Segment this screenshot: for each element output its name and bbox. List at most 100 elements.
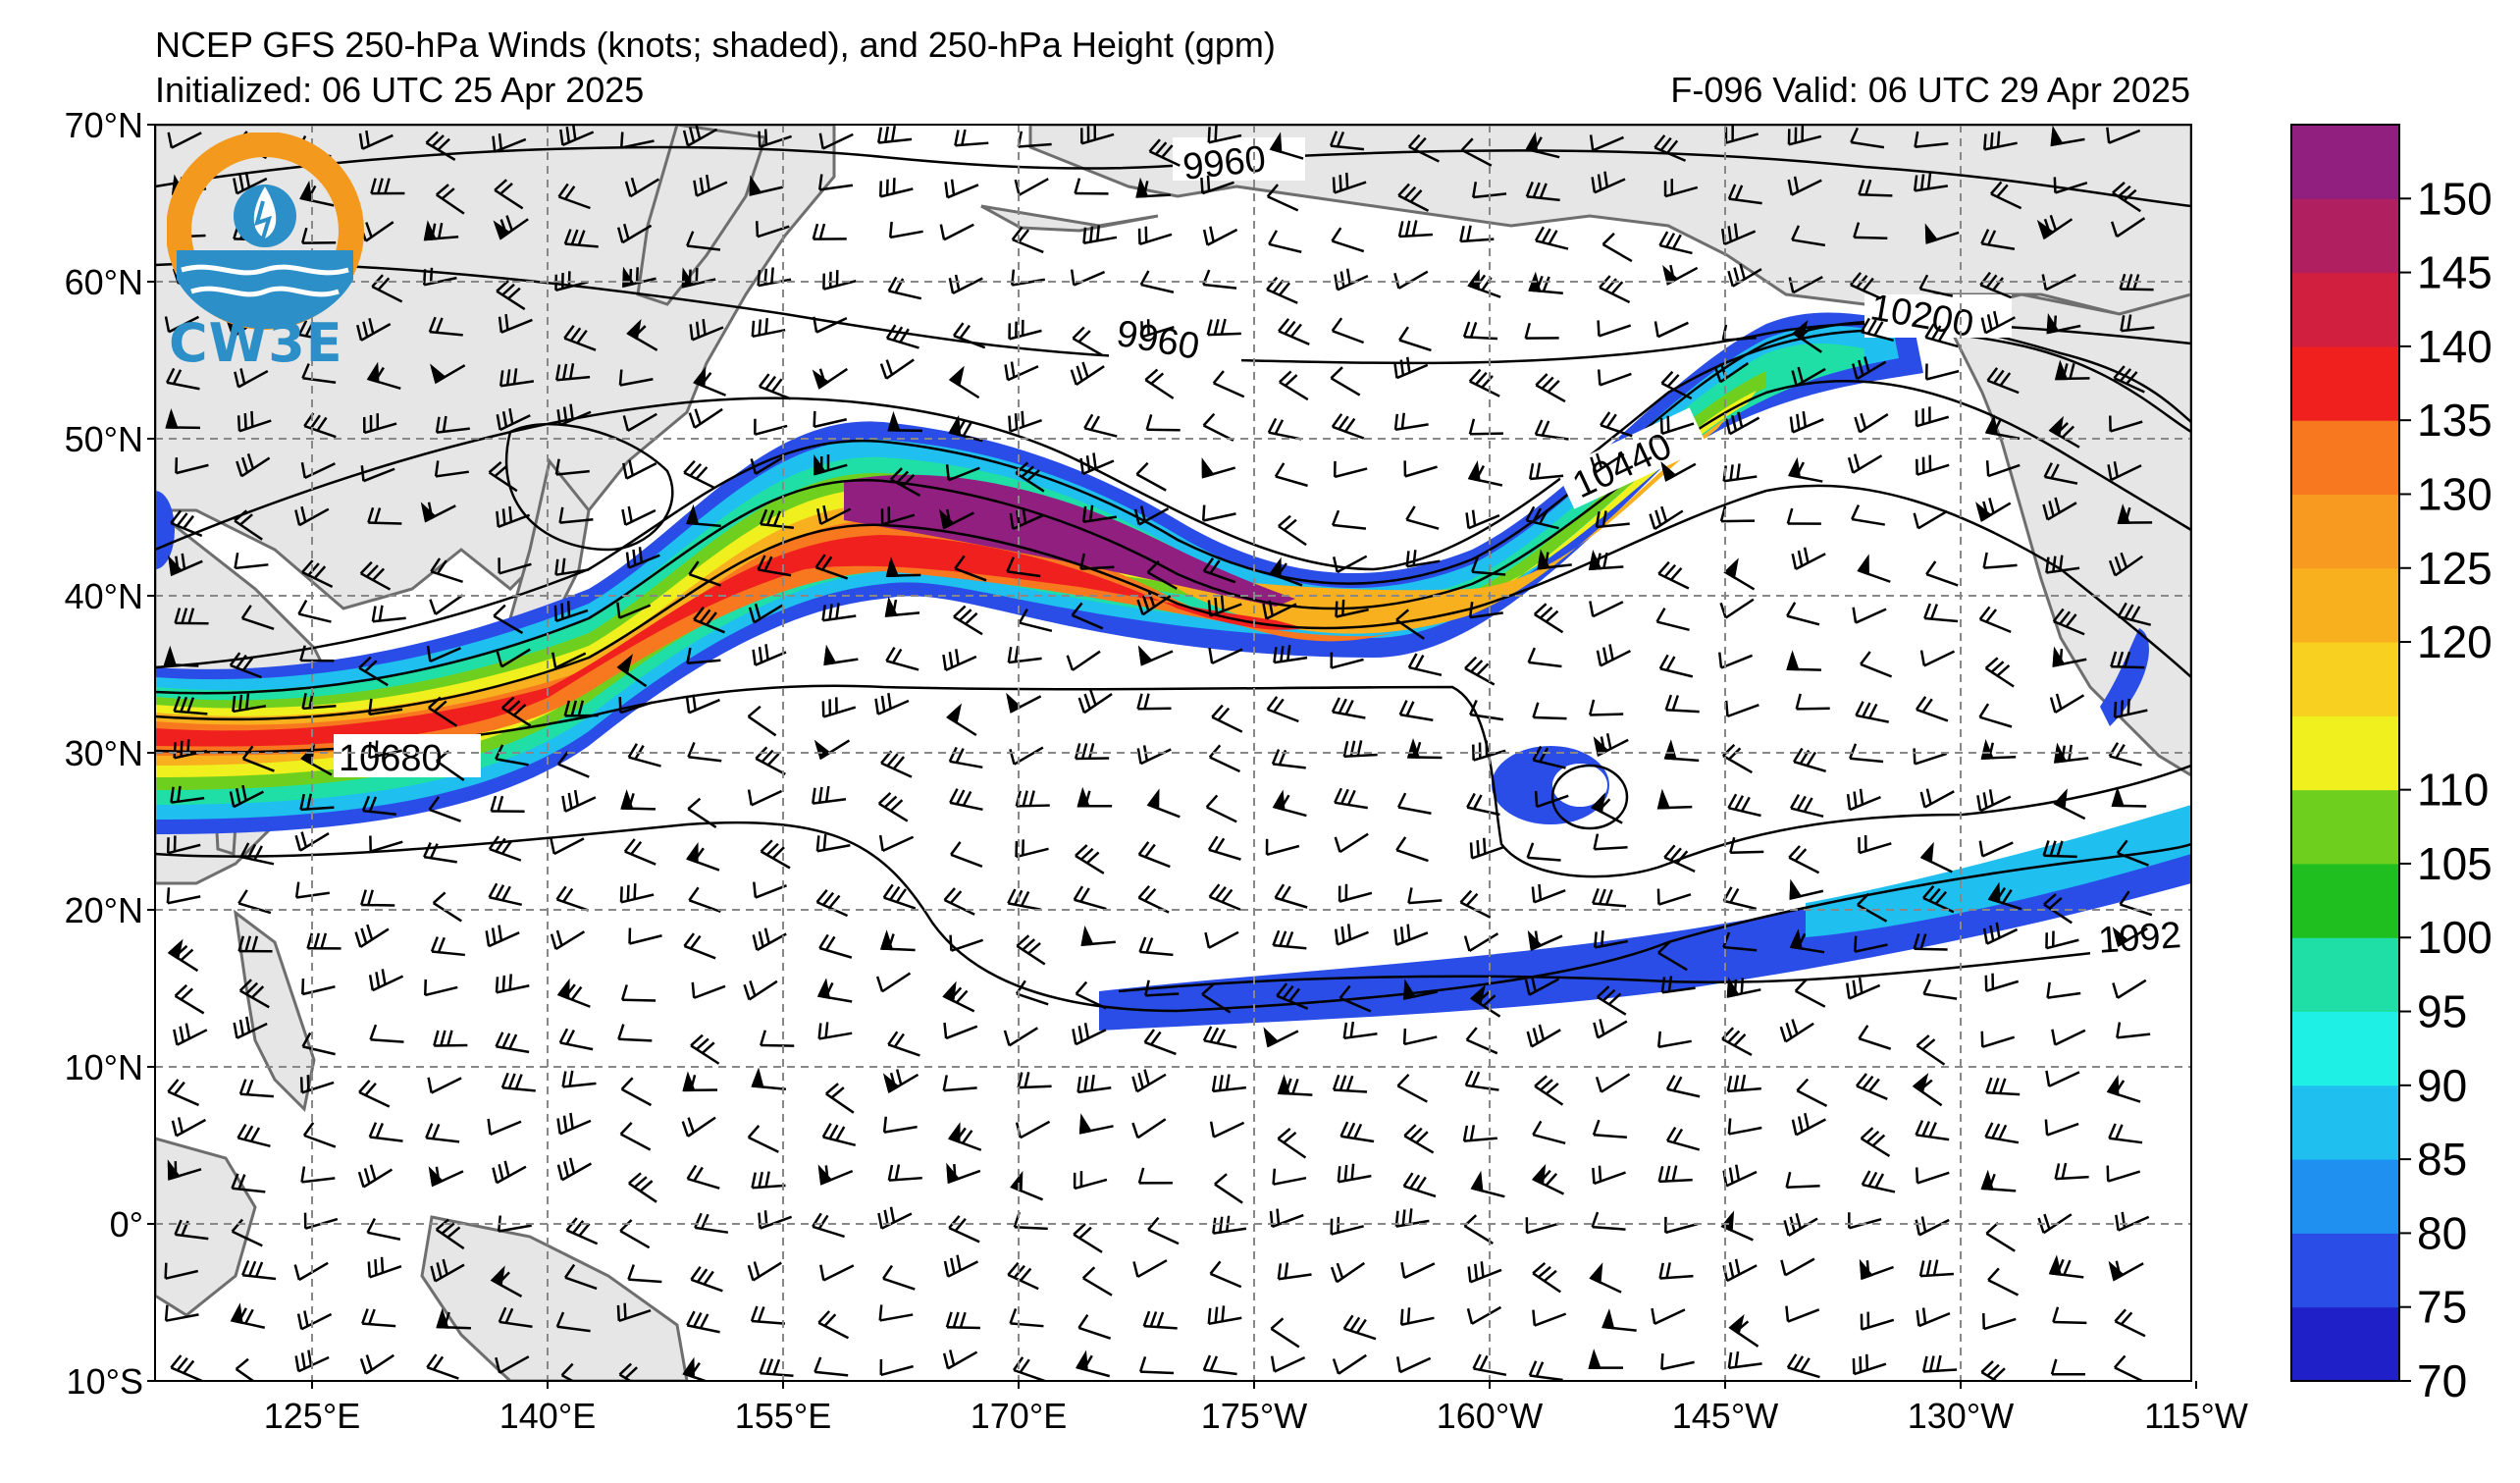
wind-barb xyxy=(1268,230,1302,253)
wind-barb xyxy=(620,132,655,149)
wind-barb xyxy=(1330,652,1364,669)
wind-barb xyxy=(550,837,585,856)
wind-barb xyxy=(229,784,265,809)
wind-barb xyxy=(747,1125,779,1153)
wind-barb xyxy=(882,883,917,910)
wind-barb xyxy=(879,358,915,380)
wind-barb xyxy=(2044,1119,2079,1137)
wind-barb xyxy=(1138,1355,1175,1375)
wind-barb xyxy=(1591,171,1626,194)
wind-barb xyxy=(428,696,458,727)
wind-barb xyxy=(2111,786,2147,808)
wind-barb xyxy=(1270,1355,1306,1373)
wind-barb xyxy=(884,596,920,617)
wind-barb xyxy=(2043,462,2078,485)
wind-barb xyxy=(1332,1353,1367,1375)
wind-barb xyxy=(1135,461,1167,492)
wind-barb xyxy=(1015,461,1045,493)
wind-barb xyxy=(619,883,655,904)
wind-barb xyxy=(301,227,337,244)
lat-tick-label: 70°N xyxy=(65,105,143,145)
wind-barb xyxy=(367,506,402,525)
wind-barb xyxy=(1266,696,1299,723)
wind-barb xyxy=(751,318,786,339)
wind-barb xyxy=(943,1254,979,1278)
wind-barb xyxy=(488,882,523,907)
wind-barb xyxy=(1334,832,1369,854)
wind-barb xyxy=(618,369,654,387)
wind-barb xyxy=(356,318,392,342)
wind-barb xyxy=(1853,222,1888,239)
wind-barb xyxy=(1139,270,1175,293)
wind-barb xyxy=(300,1166,336,1184)
wind-barb xyxy=(423,220,459,241)
wind-barb xyxy=(1465,509,1500,530)
wind-barb xyxy=(174,608,209,625)
wind-barb xyxy=(1272,929,1307,950)
wind-barb xyxy=(1331,317,1365,344)
wind-barb xyxy=(427,1077,462,1094)
wind-barb xyxy=(1339,984,1372,1013)
wind-barb xyxy=(2112,927,2148,948)
wind-barb xyxy=(2050,125,2085,147)
wind-barb xyxy=(297,599,332,623)
wind-barb xyxy=(1791,225,1826,247)
wind-barb xyxy=(945,1311,980,1330)
wind-barb xyxy=(1850,127,1885,149)
wind-barb xyxy=(1278,514,1307,547)
wind-barb xyxy=(1207,835,1241,861)
wind-barb xyxy=(618,697,654,715)
wind-barb xyxy=(1075,844,1105,874)
wind-barb xyxy=(1405,505,1440,530)
wind-barb xyxy=(1665,1126,1701,1151)
wind-barb xyxy=(430,557,463,584)
wind-barb xyxy=(628,1172,657,1203)
wind-barb xyxy=(1601,232,1633,263)
wind-barb xyxy=(1919,650,1956,667)
wind-barb xyxy=(887,1164,922,1182)
wind-barb xyxy=(1136,693,1172,711)
wind-barb xyxy=(430,936,465,957)
wind-barb xyxy=(879,1358,914,1377)
wind-barb xyxy=(2045,1070,2080,1087)
wind-barb xyxy=(1663,179,1699,198)
wind-barb xyxy=(754,418,788,436)
wind-barb xyxy=(1924,223,1960,244)
wind-barb xyxy=(877,791,909,822)
wind-barb xyxy=(1860,651,1893,678)
wind-barb xyxy=(301,559,334,588)
wind-barb xyxy=(1722,743,1754,774)
wind-barb xyxy=(1270,1317,1300,1349)
wind-barb xyxy=(813,410,848,429)
wind-barb xyxy=(1919,788,1955,809)
wind-barb xyxy=(1987,1267,2020,1297)
wind-barb xyxy=(164,1304,199,1322)
wind-barb xyxy=(812,223,847,240)
wind-barb xyxy=(1137,645,1174,666)
wind-barb xyxy=(1337,1163,1372,1184)
wind-barb xyxy=(1788,276,1823,294)
wind-barb xyxy=(2036,214,2074,240)
wind-barb xyxy=(1657,560,1690,590)
wind-barb xyxy=(1719,505,1756,523)
wind-barb xyxy=(750,455,785,475)
wind-barb xyxy=(942,1075,977,1092)
wind-barb xyxy=(1465,1027,1498,1055)
wind-barb xyxy=(357,1164,394,1189)
wind-barb xyxy=(362,413,397,435)
wind-barb xyxy=(1918,274,1954,297)
wind-barb xyxy=(302,1122,337,1148)
wind-barb xyxy=(1136,591,1172,616)
wind-barb xyxy=(616,602,652,619)
wind-barb xyxy=(815,833,851,853)
wind-barb xyxy=(232,693,267,714)
wind-barb xyxy=(1266,184,1299,212)
wind-barb xyxy=(1403,460,1438,478)
wind-barb xyxy=(359,1353,394,1375)
wind-barb xyxy=(556,1157,593,1182)
wind-barb xyxy=(1916,454,1950,476)
wind-barb xyxy=(1852,356,1887,381)
wind-barb xyxy=(229,652,262,679)
wind-barb xyxy=(1588,699,1624,716)
